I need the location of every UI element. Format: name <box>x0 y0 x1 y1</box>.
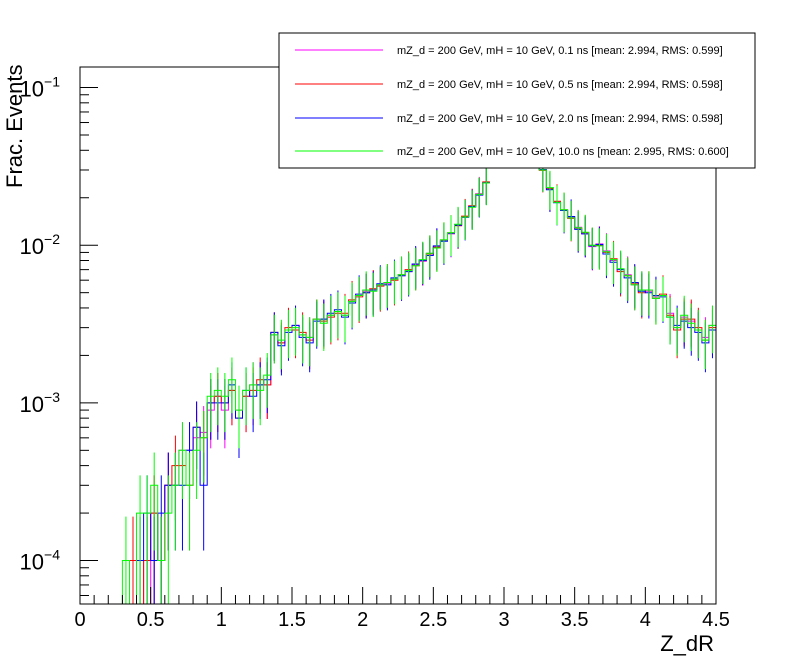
x-tick-label: 3.5 <box>561 609 589 631</box>
legend-label-4: mZ_d = 200 GeV, mH = 10 GeV, 10.0 ns [me… <box>397 146 729 158</box>
x-tick-label: 4 <box>640 609 651 631</box>
legend-label-3: mZ_d = 200 GeV, mH = 10 GeV, 2.0 ns [mea… <box>397 113 723 125</box>
x-tick-label: 4.5 <box>702 609 730 631</box>
x-tick-label: 3 <box>498 609 509 631</box>
x-tick-label: 1 <box>216 609 227 631</box>
x-tick-label: 2 <box>357 609 368 631</box>
x-tick-label: 2.5 <box>419 609 447 631</box>
series-4 <box>80 67 716 605</box>
legend-label-1: mZ_d = 200 GeV, mH = 10 GeV, 0.1 ns [mea… <box>397 45 723 57</box>
legend: mZ_d = 200 GeV, mH = 10 GeV, 0.1 ns [mea… <box>278 32 756 169</box>
x-tick-label: 0 <box>74 609 85 631</box>
y-tick-label: 10−3 <box>20 389 61 417</box>
x-tick-label: 1.5 <box>278 609 306 631</box>
histogram-step <box>80 67 716 605</box>
legend-label-2: mZ_d = 200 GeV, mH = 10 GeV, 0.5 ns [mea… <box>397 79 723 91</box>
axes-layer: 0 0.5 1 1.5 2 2.5 3 3.5 4 4.5 10−1 10−2 10−3 10−4 <box>20 66 730 631</box>
series-layer <box>80 67 716 605</box>
x-axis-label: Z_dR <box>660 631 714 656</box>
y-axis-label: Frac. Events <box>2 65 27 188</box>
x-tick-label: 0.5 <box>137 609 165 631</box>
y-tick-label: 10−2 <box>20 231 61 259</box>
y-tick-label: 10−4 <box>20 547 61 575</box>
legend-box <box>278 32 756 169</box>
y-tick-label: 10−1 <box>20 74 61 102</box>
